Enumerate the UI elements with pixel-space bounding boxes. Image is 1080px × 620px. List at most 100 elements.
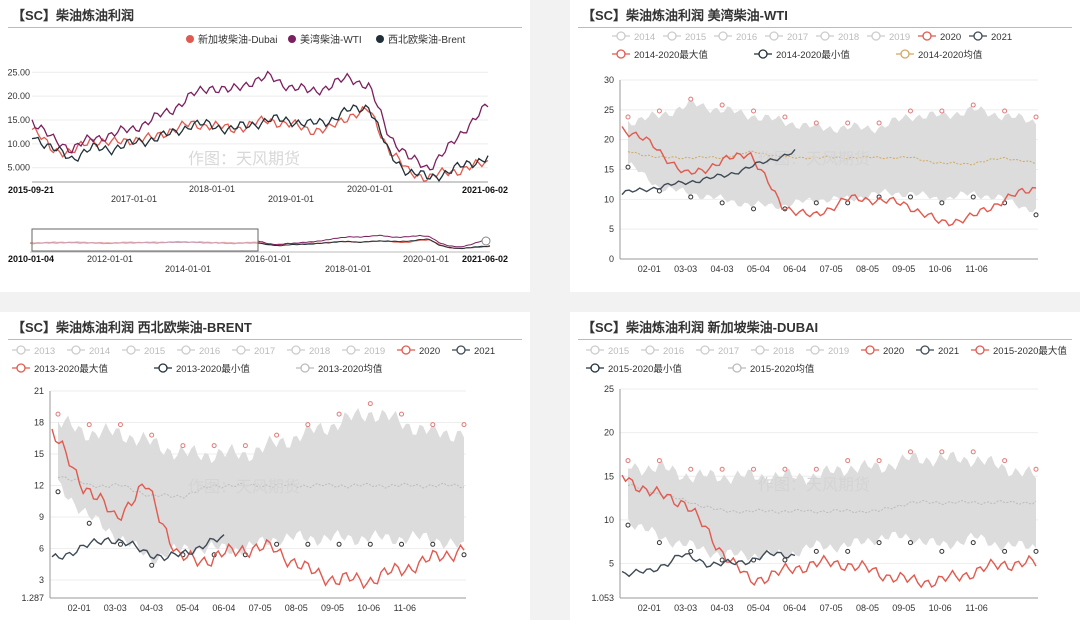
max-marker bbox=[1002, 458, 1008, 464]
legend-label: 2017 bbox=[718, 346, 739, 357]
y-tick-label: 30 bbox=[604, 75, 614, 85]
legend-marker bbox=[16, 363, 26, 373]
x-tick-label: 06-04 bbox=[783, 264, 806, 274]
legend-label: 2014 bbox=[89, 346, 110, 357]
min-marker bbox=[939, 200, 945, 206]
x-tick-label: 02-01 bbox=[68, 603, 91, 613]
max-marker bbox=[625, 458, 631, 464]
legend-label: 2015-2020最大值 bbox=[993, 345, 1067, 357]
legend-label: 2016 bbox=[736, 32, 757, 43]
max-marker bbox=[180, 443, 186, 449]
legend-label: 2014-2020均值 bbox=[918, 49, 983, 61]
min-marker bbox=[625, 522, 631, 528]
y-tick-label: 15.00 bbox=[7, 115, 30, 125]
title-divider bbox=[8, 27, 522, 28]
y-tick-label: 12 bbox=[34, 481, 44, 491]
chart-title: 【SC】柴油炼油利润 西北欧柴油-BRENT bbox=[12, 320, 252, 335]
max-marker bbox=[970, 102, 976, 108]
title-divider bbox=[8, 339, 522, 340]
max-marker bbox=[719, 466, 725, 472]
max-marker bbox=[336, 411, 342, 417]
x-tick-label: 10-06 bbox=[357, 603, 380, 613]
chart-title: 【SC】柴油炼油利润 新加坡柴油-DUBAI bbox=[582, 320, 819, 335]
slider-handle bbox=[481, 236, 491, 246]
max-marker bbox=[719, 102, 725, 108]
min-marker bbox=[430, 541, 436, 547]
x-end-label: 2021-06-02 bbox=[462, 185, 508, 195]
legend-marker bbox=[288, 35, 296, 43]
legend-marker bbox=[126, 345, 136, 355]
min-marker bbox=[336, 541, 342, 547]
y-tick-label: 5 bbox=[609, 559, 614, 569]
max-marker bbox=[751, 108, 757, 114]
x-tick-label: 09-05 bbox=[321, 603, 344, 613]
legend-marker bbox=[900, 49, 910, 59]
x-tick-label: 06-04 bbox=[783, 603, 806, 613]
series-line-2020 bbox=[621, 126, 1037, 227]
legend-label: 2021 bbox=[474, 346, 495, 357]
legend-label: 2015 bbox=[144, 346, 165, 357]
slider-tick-label: 2012-01-01 bbox=[87, 254, 133, 264]
legend-marker bbox=[456, 345, 466, 355]
legend-marker bbox=[590, 363, 600, 373]
max-marker bbox=[117, 422, 123, 428]
x-tick-label: 2017-01-01 bbox=[111, 194, 157, 204]
x-tick-label: 06-04 bbox=[212, 603, 235, 613]
y-tick-label: 25 bbox=[604, 105, 614, 115]
max-marker bbox=[939, 449, 945, 455]
max-marker bbox=[1002, 108, 1008, 114]
series-line-2020 bbox=[621, 474, 1037, 589]
min-marker bbox=[688, 194, 694, 200]
legend-marker bbox=[401, 345, 411, 355]
watermark: 作图：天风期货 bbox=[758, 150, 870, 168]
max-marker bbox=[782, 466, 788, 472]
legend-label: 2014-2020最小值 bbox=[776, 49, 850, 61]
min-marker bbox=[1033, 212, 1039, 218]
min-marker bbox=[813, 548, 819, 554]
x-tick-label: 04-03 bbox=[710, 603, 733, 613]
legend-label: 2013-2020最大值 bbox=[34, 363, 108, 375]
legend-label: 2019 bbox=[889, 32, 910, 43]
max-marker bbox=[1033, 466, 1039, 472]
legend-marker bbox=[590, 345, 600, 355]
legend-marker bbox=[645, 345, 655, 355]
y-tick-label: 1.053 bbox=[591, 593, 614, 603]
slider-end-label: 2021-06-02 bbox=[462, 254, 508, 264]
min-marker bbox=[625, 164, 631, 170]
legend-marker bbox=[616, 31, 626, 41]
min-marker bbox=[907, 194, 913, 200]
series-line-1 bbox=[31, 105, 489, 182]
x-tick-label: 09-05 bbox=[892, 264, 915, 274]
max-marker bbox=[688, 96, 694, 102]
y-tick-label: 25.00 bbox=[7, 67, 30, 77]
x-tick-label: 03-03 bbox=[674, 603, 697, 613]
max-marker bbox=[274, 432, 280, 438]
min-marker bbox=[55, 489, 61, 495]
chart-canvas: 2014 2015 2016 2017 2018 2019 2020 20212014-202… bbox=[604, 31, 1039, 274]
max-marker bbox=[430, 422, 436, 428]
slider-tick-label: 2016-01-01 bbox=[245, 254, 291, 264]
y-tick-label: 15 bbox=[604, 471, 614, 481]
x-tick-label: 05-04 bbox=[747, 603, 770, 613]
legend-marker bbox=[158, 363, 168, 373]
legend-marker bbox=[700, 345, 710, 355]
series-line-2021 bbox=[621, 549, 796, 578]
slider-tick-label: 2014-01-01 bbox=[165, 264, 211, 274]
min-marker bbox=[656, 540, 662, 546]
max-marker bbox=[782, 114, 788, 120]
min-marker bbox=[876, 540, 882, 546]
slider-start-label: 2010-01-04 bbox=[8, 254, 54, 264]
legend-label: 2018 bbox=[838, 32, 859, 43]
min-max-band bbox=[58, 408, 464, 567]
chart-title: 【SC】柴油炼油利润 bbox=[12, 8, 135, 23]
legend-label: 2017 bbox=[254, 346, 275, 357]
x-tick-label: 10-06 bbox=[929, 264, 952, 274]
min-marker bbox=[719, 200, 725, 206]
slider-series bbox=[29, 241, 259, 245]
legend-label: 2018 bbox=[773, 346, 794, 357]
min-marker bbox=[813, 200, 819, 206]
min-marker bbox=[782, 557, 788, 563]
y-tick-label: 20 bbox=[604, 428, 614, 438]
legend-label: 2016 bbox=[199, 346, 220, 357]
legend-label: 2020 bbox=[883, 346, 904, 357]
